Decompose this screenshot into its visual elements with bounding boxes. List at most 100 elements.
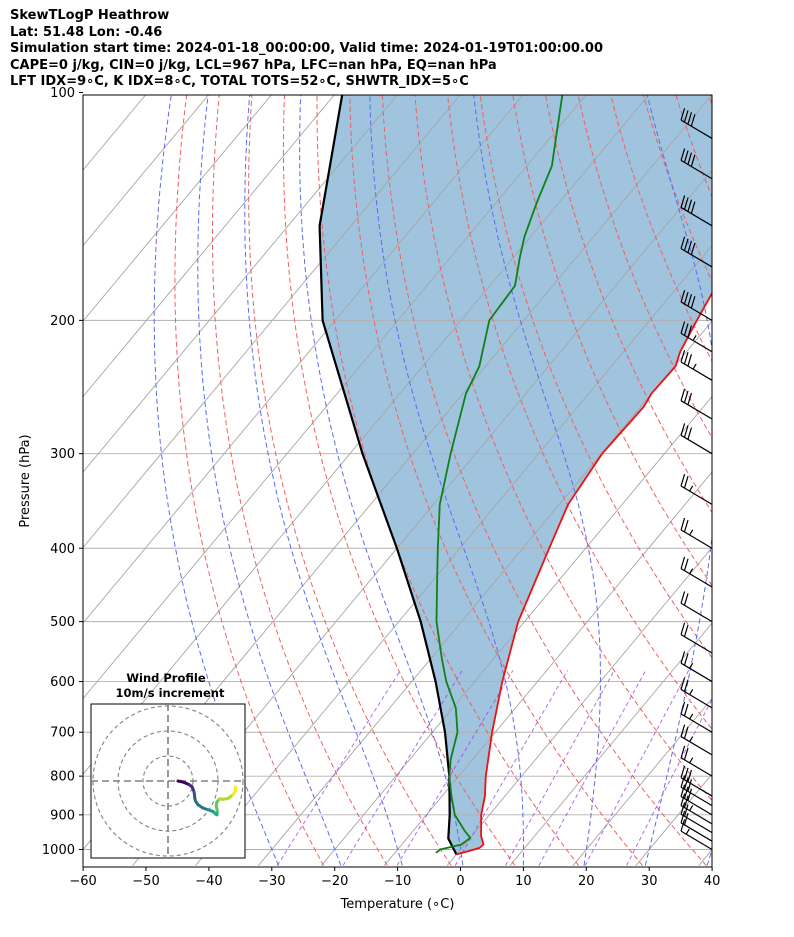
- wind-barb-feather: [680, 236, 686, 249]
- wind-barb-feather: [680, 423, 686, 436]
- wind-barb-feather: [680, 622, 686, 635]
- moist-adiabat-line: [706, 848, 712, 866]
- y-tick-label: 500: [50, 615, 75, 630]
- isotherm-line: [572, 697, 712, 866]
- wind-barb-feather: [690, 114, 696, 127]
- wind-barb-staff: [680, 332, 713, 353]
- wind-barb-staff: [680, 602, 713, 623]
- dry-adiabat-line: [479, 95, 712, 659]
- y-tick-label: 100: [50, 86, 75, 101]
- wind-barb-feather: [683, 812, 689, 826]
- isotherm-line: [83, 95, 209, 247]
- moist-adiabat-line: [244, 95, 403, 866]
- isotherm-line: [320, 395, 712, 866]
- wind-barb-staff: [680, 529, 713, 549]
- mixing-ratio-line: [505, 670, 615, 866]
- x-tick-label: 0: [456, 874, 464, 889]
- wind-barb-staff: [680, 713, 713, 733]
- wind-barb-feather: [683, 777, 689, 790]
- wind-barb-half-feather: [689, 736, 694, 742]
- wind-barb-feather: [683, 390, 689, 403]
- wind-barb: [680, 108, 713, 139]
- wind-barb-feather: [687, 779, 693, 792]
- wind-barb-feather: [683, 679, 689, 692]
- wind-barb-staff: [680, 736, 713, 756]
- y-tick-label: 800: [50, 770, 75, 785]
- wind-barb: [680, 195, 713, 227]
- wind-barb-feather: [680, 195, 686, 208]
- wind-barb-staff: [680, 830, 713, 851]
- x-tick-label: −40: [195, 874, 222, 889]
- wind-barb-feather: [687, 427, 693, 440]
- wind-barb-feather: [680, 701, 686, 715]
- wind-barb: [680, 349, 713, 381]
- wind-barb-feather: [680, 349, 686, 363]
- wind-barb: [680, 819, 713, 851]
- temperature-line: [456, 291, 712, 856]
- x-tick-label: 10: [515, 874, 532, 889]
- wind-barb-feather: [690, 201, 696, 214]
- wind-barb-staff: [680, 795, 713, 816]
- dry-adiabat-line: [349, 95, 643, 866]
- wind-barb-feather: [683, 238, 689, 251]
- wind-barb-feather: [683, 292, 689, 305]
- wind-barb-staff: [680, 485, 713, 505]
- wind-barb: [680, 622, 713, 654]
- wind-barb-feather: [687, 152, 693, 165]
- wind-barb-feather: [687, 354, 693, 367]
- location-line: Lat: 51.48 Lon: -0.46: [10, 24, 163, 40]
- dry-adiabat-line: [414, 95, 712, 802]
- wind-barb-staff: [680, 804, 713, 825]
- isotherm-line: [698, 848, 712, 866]
- wind-barb-feather: [680, 819, 686, 832]
- wind-barb-feather: [687, 294, 693, 307]
- wind-barb-staff: [680, 400, 713, 420]
- wind-barb-half-feather: [689, 568, 694, 575]
- moist-adiabat-line: [473, 95, 601, 866]
- wind-barb-feather: [683, 624, 689, 637]
- wind-barb-half-feather: [689, 805, 694, 811]
- isotherm-line: [83, 95, 335, 398]
- wind-barb-feather: [683, 197, 689, 210]
- y-tick-label: 400: [50, 542, 75, 557]
- cin-shading: [319, 95, 712, 855]
- dry-adiabat-line: [447, 95, 712, 730]
- isotherm-line: [83, 95, 272, 322]
- wind-barb: [680, 810, 713, 842]
- wind-barb-half-feather: [689, 757, 694, 764]
- parcel-path-line: [318, 95, 458, 855]
- wind-barb-feather: [687, 199, 693, 212]
- wind-barb-staff: [680, 434, 713, 455]
- x-tick-label: −50: [132, 874, 159, 889]
- dewpoint-line: [435, 95, 564, 854]
- wind-barb-feather: [683, 110, 689, 123]
- isotherm-line: [762, 93, 794, 866]
- y-tick-label: 1000: [42, 843, 75, 858]
- hodograph-subtitle: 10m/s increment: [116, 686, 225, 700]
- wind-barb: [680, 724, 713, 756]
- wind-barb: [680, 289, 713, 321]
- y-tick-label: 300: [50, 447, 75, 462]
- wind-barb: [680, 651, 713, 683]
- x-tick-label: 40: [704, 874, 721, 889]
- isotherm-line: [83, 95, 398, 473]
- wind-barb-staff: [680, 119, 713, 139]
- wind-barb: [680, 321, 713, 353]
- wind-barb-feather: [690, 242, 696, 255]
- mixing-ratio-line: [584, 670, 690, 866]
- wind-barb-feather: [683, 703, 689, 717]
- wind-barb-half-feather: [689, 713, 694, 720]
- wind-barb-feather: [687, 769, 693, 782]
- wind-barb-feather: [680, 517, 686, 531]
- wind-barb-feather: [680, 556, 686, 569]
- wind-barb: [680, 423, 713, 455]
- mixing-ratio-line: [454, 670, 568, 866]
- wind-barb-feather: [683, 476, 689, 489]
- wind-barb-feather: [683, 593, 689, 606]
- wind-barb-feather: [680, 793, 686, 806]
- dry-adiabat-line: [512, 95, 712, 587]
- wind-barb-staff: [680, 777, 713, 797]
- wind-barb: [680, 236, 713, 268]
- x-tick-label: 20: [578, 874, 595, 889]
- wind-barb-staff: [680, 786, 713, 807]
